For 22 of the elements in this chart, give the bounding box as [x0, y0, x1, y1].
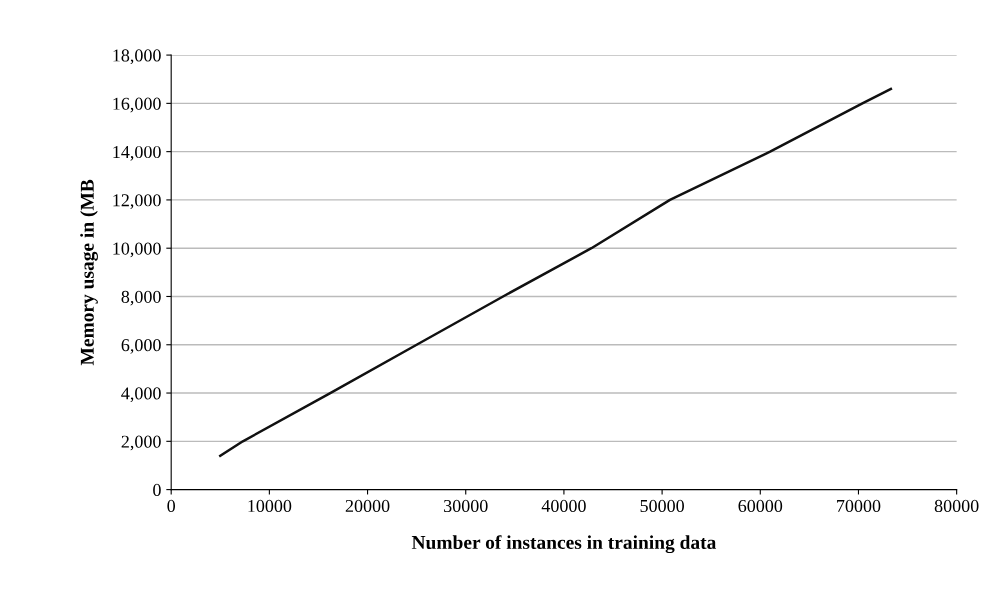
y-tick-label: 4,000: [121, 387, 161, 403]
x-axis-title: Number of instances in training data: [411, 535, 717, 554]
y-tick-label: 6,000: [121, 339, 161, 354]
y-tick-label: 16,000: [113, 97, 161, 113]
y-tick-label: 2,000: [121, 435, 161, 451]
x-tick-label: 80000: [934, 499, 979, 513]
x-tick-label: 20000: [345, 499, 390, 513]
x-tick-label: 0: [167, 499, 176, 513]
y-tick-label: 18,000: [113, 49, 161, 65]
x-tick-label: 30000: [444, 499, 488, 513]
x-tick-label: 10000: [248, 499, 292, 513]
y-tick-label: 8,000: [121, 290, 161, 306]
y-tick-label: 14,000: [113, 145, 161, 161]
x-tick-label: 60000: [738, 499, 783, 513]
line-series: [219, 87, 893, 458]
y-tick-label: 12,000: [113, 194, 161, 209]
y-tick-label: 0: [153, 483, 161, 497]
y-tick-label: 10,000: [113, 242, 161, 258]
x-tick-label: 70000: [837, 499, 881, 513]
x-tick-label: 40000: [541, 499, 586, 513]
y-axis-title: Memory usage in (MB: [80, 179, 98, 366]
x-tick-label: 50000: [640, 499, 684, 513]
